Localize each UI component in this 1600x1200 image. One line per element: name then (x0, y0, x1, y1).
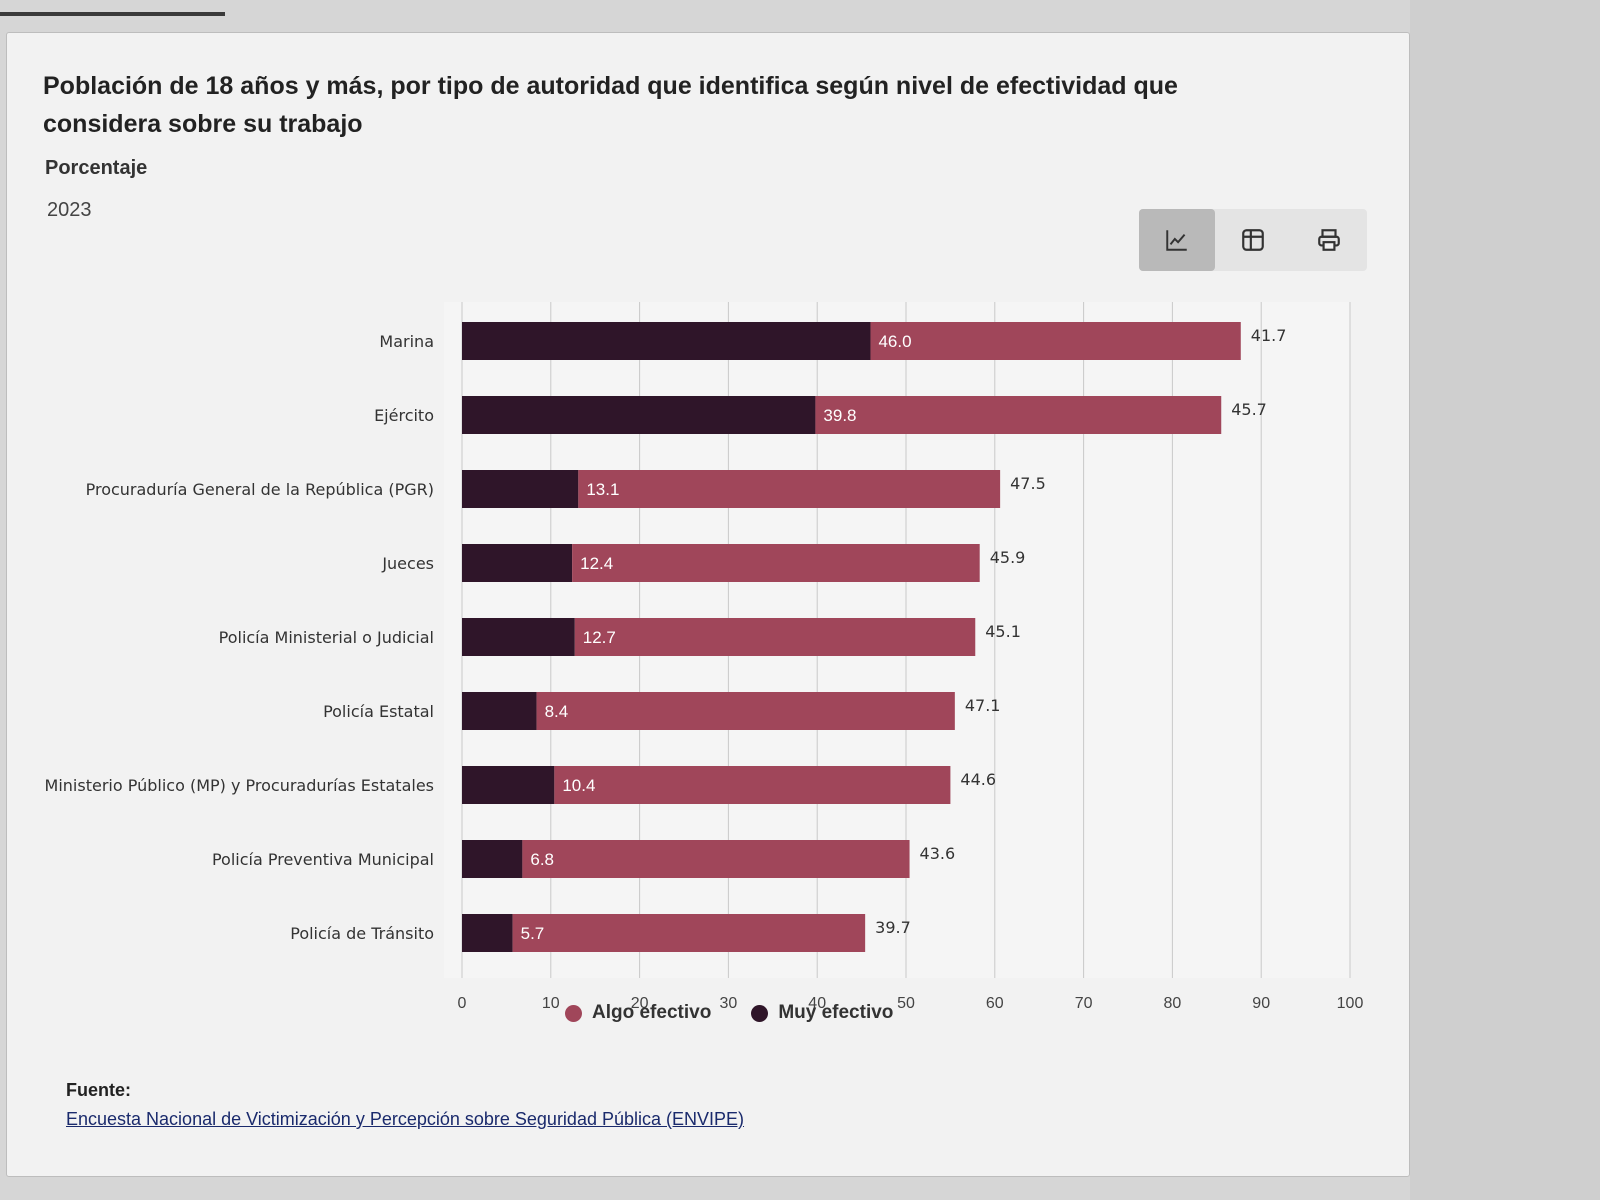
category-label: Ministerio Público (MP) y Procuradurías … (45, 776, 434, 795)
x-tick-label: 60 (986, 995, 1004, 1012)
data-label-algo-efectivo: 39.7 (875, 918, 911, 937)
legend-item-muy-efectivo[interactable]: Muy efectivo (751, 1002, 893, 1024)
data-label-algo-efectivo: 47.1 (965, 696, 1001, 715)
source-label: Fuente: (66, 1080, 131, 1100)
data-label-algo-efectivo: 43.6 (920, 844, 956, 863)
x-tick-label: 40 (808, 995, 826, 1012)
x-tick-label: 30 (720, 995, 738, 1012)
x-tick-label: 70 (1075, 995, 1093, 1012)
data-label-muy-efectivo: 13.1 (586, 480, 619, 499)
chart-title: Población de 18 años y más, por tipo de … (43, 72, 1178, 138)
table-view-button[interactable] (1215, 209, 1291, 271)
data-label-muy-efectivo: 8.4 (545, 702, 569, 721)
data-label-muy-efectivo: 5.7 (521, 924, 545, 943)
legend-item-algo-efectivo[interactable]: Algo efectivo (565, 1002, 711, 1024)
bar-algo-efectivo (574, 618, 976, 656)
category-label: Procuraduría General de la República (PG… (86, 480, 434, 499)
legend-marker (565, 1004, 582, 1022)
data-label-algo-efectivo: 45.1 (985, 622, 1021, 641)
x-tick-label: 0 (458, 995, 467, 1012)
category-label: Marina (379, 332, 434, 351)
x-tick-label: 90 (1252, 995, 1270, 1012)
category-label: Policía Estatal (323, 702, 434, 721)
chart-unit-label: Porcentaje (45, 157, 148, 179)
bar-muy-efectivo (462, 914, 513, 952)
x-tick-label: 100 (1337, 995, 1364, 1012)
category-label: Policía de Tránsito (290, 924, 434, 943)
x-tick-label: 50 (897, 995, 915, 1012)
x-tick-label: 20 (631, 995, 649, 1012)
bar-muy-efectivo (462, 692, 537, 730)
x-tick-label: 10 (542, 995, 560, 1012)
bar-muy-efectivo (462, 544, 573, 582)
data-label-algo-efectivo: 47.5 (1010, 474, 1046, 493)
bar-muy-efectivo (462, 322, 871, 360)
bar-muy-efectivo (462, 840, 523, 878)
chart-legend: Algo efectivo Muy efectivo (565, 1002, 893, 1024)
top-accent-line (0, 12, 225, 16)
category-label: Policía Ministerial o Judicial (219, 628, 434, 647)
source-link[interactable]: Encuesta Nacional de Victimización y Per… (66, 1109, 745, 1129)
stacked-bar-chart: 0 10 20 30 40 50 60 70 80 90 100 Marina 46.0 41.7 Ejér… (45, 302, 1364, 1012)
category-label: Policía Preventiva Municipal (212, 850, 434, 869)
category-label: Jueces (381, 554, 434, 573)
bar-algo-efectivo (870, 322, 1241, 360)
legend-marker (751, 1004, 769, 1022)
view-toolbar (1139, 209, 1367, 271)
data-label-muy-efectivo: 12.4 (580, 554, 613, 573)
print-button[interactable] (1291, 209, 1367, 271)
bar-muy-efectivo (462, 470, 579, 508)
print-icon (1318, 229, 1340, 251)
chart-view-button[interactable] (1139, 209, 1215, 271)
data-label-algo-efectivo: 45.7 (1231, 400, 1267, 419)
data-label-muy-efectivo: 12.7 (583, 628, 616, 647)
page-margin (1410, 0, 1600, 1200)
bar-algo-efectivo (522, 840, 910, 878)
bar-algo-efectivo (572, 544, 980, 582)
bar-muy-efectivo (462, 396, 816, 434)
data-label-muy-efectivo: 10.4 (562, 776, 595, 795)
line-chart-icon (1166, 230, 1187, 251)
bar-algo-efectivo (536, 692, 955, 730)
data-label-muy-efectivo: 46.0 (878, 332, 911, 351)
bar-muy-efectivo (462, 766, 555, 804)
bar-algo-efectivo (512, 914, 866, 952)
legend-label: Muy efectivo (778, 1002, 894, 1023)
category-label: Ejército (374, 406, 434, 425)
legend-label: Algo efectivo (592, 1002, 712, 1023)
table-icon (1242, 229, 1264, 251)
data-label-algo-efectivo: 45.9 (990, 548, 1026, 567)
data-label-muy-efectivo: 6.8 (530, 850, 554, 869)
bar-muy-efectivo (462, 618, 575, 656)
bar-algo-efectivo (554, 766, 951, 804)
data-label-algo-efectivo: 41.7 (1251, 326, 1287, 345)
x-tick-label: 80 (1164, 995, 1182, 1012)
chart-year: 2023 (47, 199, 92, 221)
bar-algo-efectivo (815, 396, 1222, 434)
data-label-muy-efectivo: 39.8 (823, 406, 856, 425)
data-label-algo-efectivo: 44.6 (960, 770, 996, 789)
bar-algo-efectivo (578, 470, 1001, 508)
